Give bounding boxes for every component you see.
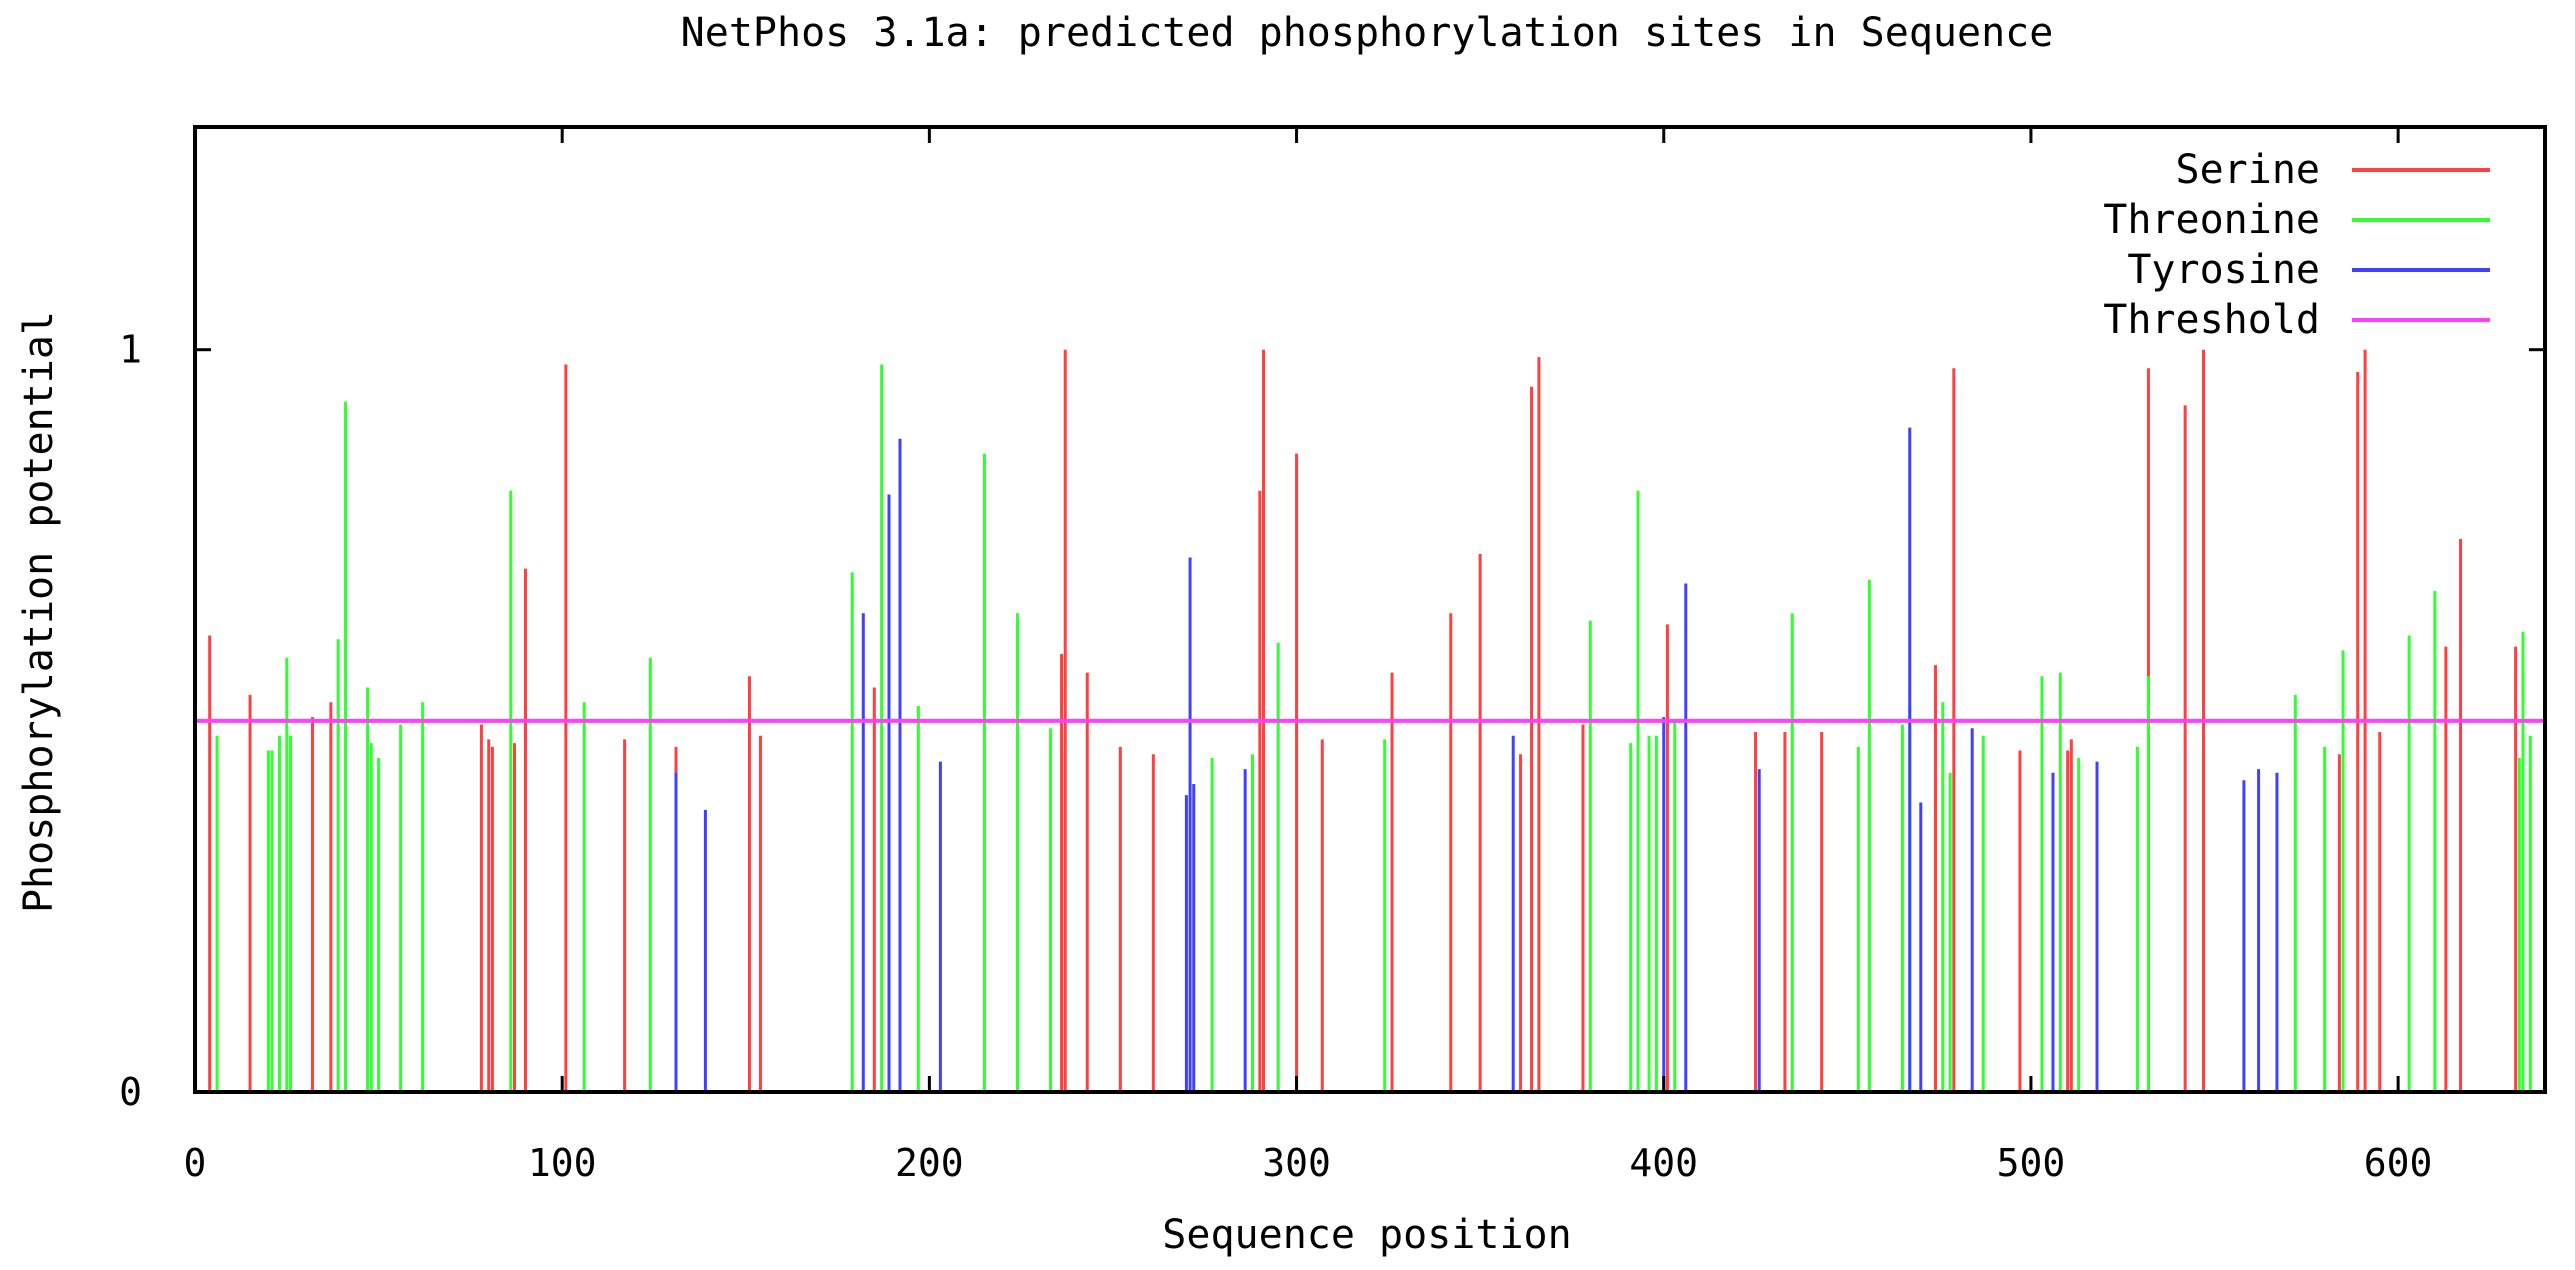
y-tick-label-0: 0 — [119, 1070, 142, 1114]
axis-ticks — [193, 127, 2545, 1094]
x-tick-label-5: 500 — [1997, 1141, 2066, 1185]
legend-label-threshold: Threshold — [2103, 297, 2320, 343]
legend-label-tyrosine: Tyrosine — [2127, 247, 2320, 293]
legend-label-threonine: Threonine — [2103, 197, 2320, 243]
x-tick-label-4: 400 — [1629, 1141, 1698, 1185]
x-tick-label-6: 600 — [2364, 1141, 2433, 1185]
tick-labels: 0 100 200 300 400 500 600 0 1 — [119, 328, 2432, 1185]
bars-layer — [208, 349, 2532, 1092]
plot-frame — [193, 125, 2547, 1094]
chart-title: NetPhos 3.1a: predicted phosphorylation … — [681, 10, 2054, 56]
x-tick-label-1: 100 — [528, 1141, 597, 1185]
legend-label-serine: Serine — [2176, 147, 2321, 193]
x-axis-label: Sequence position — [1162, 1212, 1571, 1258]
x-tick-label-0: 0 — [184, 1141, 207, 1185]
x-tick-label-2: 200 — [895, 1141, 964, 1185]
x-tick-label-3: 300 — [1262, 1141, 1331, 1185]
y-tick-label-1: 1 — [119, 328, 142, 372]
y-axis-label: Phosphorylation potential — [16, 311, 62, 913]
